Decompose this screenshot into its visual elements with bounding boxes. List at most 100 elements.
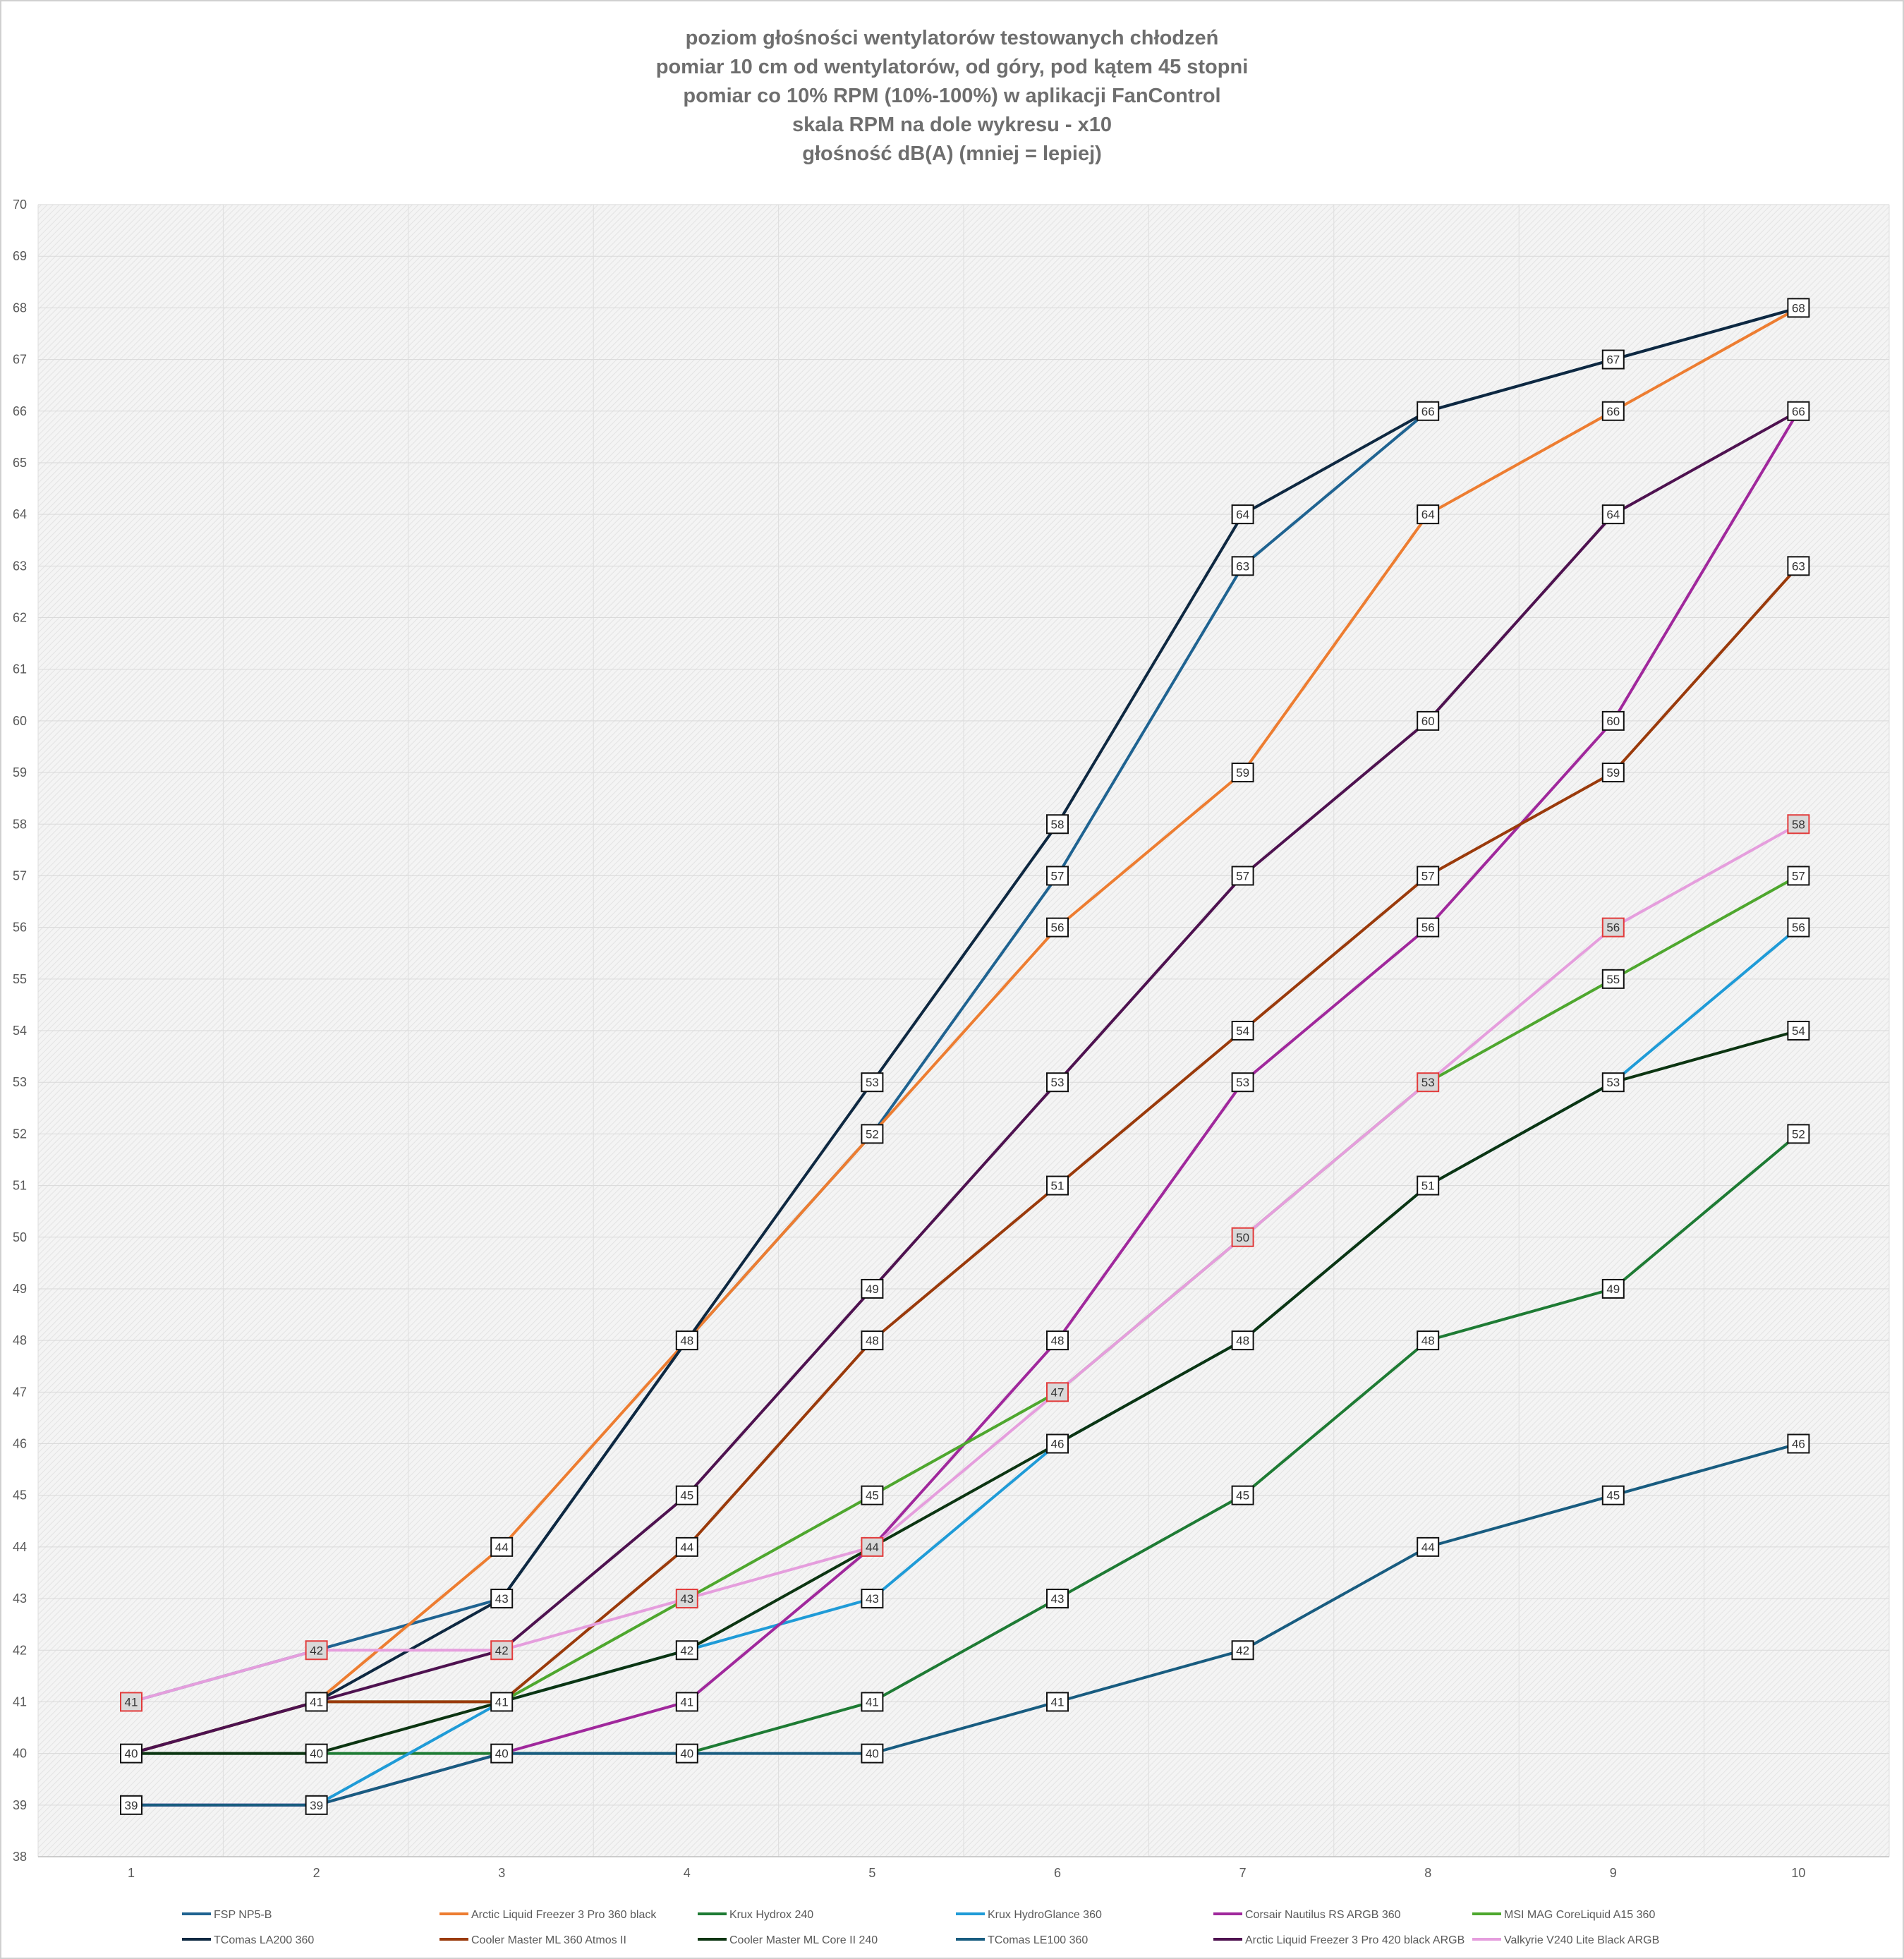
data-label: 46 — [1787, 1433, 1810, 1454]
y-tick-label: 38 — [13, 1850, 27, 1864]
data-label-text: 55 — [1606, 973, 1620, 986]
data-label: 48 — [861, 1330, 884, 1351]
data-label-text: 40 — [866, 1747, 879, 1761]
chart-title: poziom głośności wentylatorów testowanyc… — [0, 24, 1904, 169]
data-label: 45 — [1601, 1485, 1625, 1505]
data-label: 51 — [1417, 1175, 1440, 1196]
data-label-text: 40 — [125, 1747, 138, 1761]
data-label-box — [1787, 917, 1810, 938]
data-label: 57 — [1417, 866, 1440, 886]
y-tick-label: 54 — [13, 1024, 27, 1038]
data-label: 41 — [490, 1692, 514, 1712]
data-label-box — [675, 1485, 698, 1505]
data-label: 57 — [1046, 866, 1069, 886]
legend-label: Krux HydroGlance 360 — [988, 1909, 1102, 1921]
data-label-box — [861, 1692, 884, 1712]
data-label-box — [1231, 866, 1254, 886]
data-label-box — [1417, 1536, 1440, 1557]
data-label-box — [861, 1536, 884, 1557]
data-label: 42 — [305, 1640, 328, 1661]
legend-label: Cooler Master ML 360 Atmos II — [471, 1934, 626, 1946]
data-label-text: 44 — [495, 1541, 509, 1554]
data-label: 40 — [675, 1743, 698, 1764]
y-tick-label: 69 — [13, 249, 27, 263]
data-label-box — [1231, 1330, 1254, 1351]
legend-item: Arctic Liquid Freezer 3 Pro 360 black — [439, 1909, 657, 1921]
data-label: 59 — [1231, 763, 1254, 783]
data-label-text: 58 — [1051, 818, 1065, 831]
data-label: 39 — [120, 1795, 143, 1815]
legend-item: Cooler Master ML 360 Atmos II — [439, 1934, 626, 1946]
data-label-box — [1601, 1072, 1625, 1093]
data-label-text: 46 — [1792, 1438, 1805, 1451]
data-label-text: 51 — [1051, 1179, 1065, 1193]
data-label: 46 — [1046, 1433, 1069, 1454]
data-label-text: 44 — [680, 1541, 693, 1554]
title-line-5: głośność dB(A) (mniej = lepiej) — [802, 142, 1102, 165]
data-label: 63 — [1231, 556, 1254, 576]
data-label-box — [1231, 1021, 1254, 1041]
data-label-text: 48 — [1051, 1334, 1065, 1347]
data-label-box — [1601, 710, 1625, 731]
data-label: 52 — [1787, 1124, 1810, 1144]
data-label-text: 64 — [1606, 508, 1620, 521]
data-label-text: 56 — [1421, 921, 1435, 935]
data-label-box — [861, 1072, 884, 1093]
y-tick-label: 43 — [13, 1591, 27, 1606]
data-label-box — [1787, 1021, 1810, 1041]
legend-label: Arctic Liquid Freezer 3 Pro 360 black — [471, 1909, 657, 1921]
data-label: 45 — [675, 1485, 698, 1505]
data-label: 63 — [1787, 556, 1810, 576]
data-label: 53 — [1231, 1072, 1254, 1093]
data-label: 42 — [1231, 1640, 1254, 1661]
series-line-cooler-master-ml-core-ii-240 — [130, 1029, 1800, 1755]
data-label-text: 56 — [1792, 921, 1805, 935]
x-tick-label: 8 — [1424, 1866, 1431, 1880]
legend-item: TComas LE100 360 — [956, 1934, 1088, 1946]
data-label-box — [675, 1330, 698, 1351]
data-label-box — [1601, 917, 1625, 938]
legend-item: Krux HydroGlance 360 — [956, 1909, 1102, 1921]
data-label-box — [861, 1589, 884, 1609]
legend-item: Corsair Nautilus RS ARGB 360 — [1213, 1909, 1401, 1921]
y-axis: 38 39 40 41 42 43 44 45 46 47 48 49 50 51 52 53 54 55 56 57… — [13, 198, 27, 1864]
data-label-box — [490, 1640, 514, 1661]
data-label: 68 — [1787, 298, 1810, 318]
data-label: 58 — [1046, 814, 1069, 835]
title-line-4: skala RPM na dole wykresu - x10 — [792, 114, 1112, 136]
series-line-arctic-liquid-freezer-3-pro-420-black-argb — [130, 409, 1800, 1755]
data-label: 49 — [1601, 1278, 1625, 1299]
data-label-text: 58 — [1792, 818, 1805, 831]
data-label: 51 — [1046, 1175, 1069, 1196]
y-tick-label: 48 — [13, 1333, 27, 1347]
data-label-text: 41 — [866, 1695, 879, 1709]
data-label: 44 — [490, 1536, 514, 1557]
data-label-box — [1231, 1640, 1254, 1661]
data-label-text: 53 — [1421, 1076, 1435, 1089]
data-label: 66 — [1601, 401, 1625, 421]
data-label: 49 — [861, 1278, 884, 1299]
series-line-valkyrie-v240-lite-black-argb — [130, 823, 1800, 1704]
data-label: 40 — [861, 1743, 884, 1764]
data-label-box — [1787, 866, 1810, 886]
data-label-box — [120, 1795, 143, 1815]
data-label-text: 63 — [1236, 559, 1249, 573]
data-labels: 41 40 39 42 41 40 39 44 43 42 41 40 48 45 44 43 42 41 40 53… — [120, 298, 1810, 1815]
x-tick-label: 10 — [1791, 1866, 1805, 1880]
x-tick-label: 7 — [1239, 1866, 1247, 1880]
y-tick-label: 47 — [13, 1385, 27, 1399]
data-label-text: 41 — [125, 1695, 138, 1709]
data-label-box — [861, 1485, 884, 1505]
data-label-box — [305, 1640, 328, 1661]
data-label: 41 — [305, 1692, 328, 1712]
data-label-box — [490, 1743, 514, 1764]
data-label-text: 48 — [866, 1334, 879, 1347]
data-label: 58 — [1787, 814, 1810, 835]
data-label-box — [1046, 866, 1069, 886]
data-label: 56 — [1417, 917, 1440, 938]
data-label-text: 48 — [1421, 1334, 1435, 1347]
data-label-text: 57 — [1792, 869, 1805, 883]
data-label: 60 — [1601, 710, 1625, 731]
data-label-text: 57 — [1236, 869, 1249, 883]
